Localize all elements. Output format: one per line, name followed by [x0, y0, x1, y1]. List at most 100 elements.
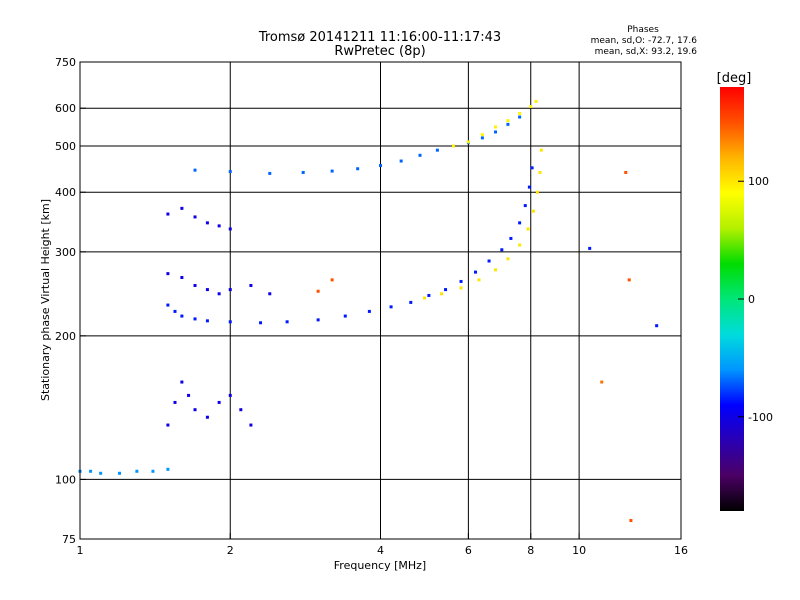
data-point: [494, 125, 498, 129]
data-point: [193, 283, 197, 287]
data-point: [440, 292, 444, 296]
y-axis-label: Stationary phase Virtual Height [km]: [39, 199, 52, 401]
data-point: [135, 469, 139, 473]
colorbar-tick-label: 0: [748, 293, 755, 306]
data-point: [205, 319, 209, 323]
data-point: [531, 209, 535, 213]
data-point: [427, 293, 431, 297]
x-gridlines: [229, 62, 580, 539]
data-point: [268, 292, 272, 296]
data-point: [239, 408, 243, 412]
data-point: [180, 276, 184, 280]
colorbar-tick-label: 100: [748, 175, 769, 188]
y-axis-ticks: 75 100 200 300 400 500 600 750: [55, 56, 86, 546]
data-point: [451, 144, 455, 148]
data-point: [330, 169, 334, 173]
outlier-point: [655, 324, 659, 328]
data-point: [480, 133, 484, 137]
data-point: [205, 415, 209, 419]
data-points: [78, 99, 659, 523]
data-point: [217, 224, 221, 228]
outlier-point: [588, 246, 592, 250]
x-tick-label: 2: [227, 544, 234, 557]
data-point: [529, 105, 533, 109]
stats-heading: Phases: [627, 25, 659, 35]
data-point: [180, 314, 184, 318]
data-point: [249, 283, 253, 287]
data-point: [500, 248, 504, 252]
data-point: [435, 148, 439, 152]
data-point: [494, 268, 498, 272]
data-point: [535, 190, 539, 194]
data-point: [259, 321, 263, 325]
y-tick-label: 300: [55, 246, 76, 259]
data-point: [193, 215, 197, 219]
data-point: [418, 153, 422, 157]
x-tick-label: 16: [674, 544, 688, 557]
data-point: [166, 212, 170, 216]
x-axis-label: Frequency [MHz]: [334, 559, 426, 572]
outlier-point: [316, 289, 320, 293]
data-point: [228, 393, 232, 397]
stats-line-o: mean, sd,O: -72.7, 17.6: [591, 36, 698, 46]
data-point: [518, 221, 522, 225]
y-tick-label: 600: [55, 102, 76, 115]
data-point: [506, 257, 510, 261]
outlier-point: [629, 519, 633, 523]
data-point: [205, 221, 209, 225]
y-gridlines: [80, 107, 681, 480]
data-point: [301, 170, 305, 174]
data-point: [99, 471, 103, 475]
data-point: [459, 286, 463, 290]
colorbar-tick-label: -100: [748, 411, 773, 424]
data-point: [249, 423, 253, 427]
data-point: [518, 243, 522, 247]
data-point: [506, 122, 510, 126]
data-point: [459, 279, 463, 283]
data-point: [228, 170, 232, 174]
chart-subtitle: RwPretec (8p): [334, 44, 425, 59]
data-point: [518, 111, 522, 115]
data-point: [180, 206, 184, 210]
data-point: [494, 130, 498, 134]
data-point: [166, 467, 170, 471]
data-point: [523, 204, 527, 208]
data-point: [379, 164, 382, 168]
data-point: [228, 288, 232, 292]
data-point: [518, 115, 522, 119]
data-point: [509, 236, 513, 240]
y-tick-label: 750: [55, 56, 76, 69]
data-point: [173, 309, 177, 313]
data-point: [506, 119, 510, 123]
data-point: [228, 227, 232, 231]
data-point: [530, 166, 534, 170]
data-point: [444, 288, 448, 292]
data-point: [399, 159, 403, 163]
data-point: [409, 300, 413, 304]
data-point: [193, 168, 197, 172]
x-tick-label: 6: [465, 544, 472, 557]
x-tick-label: 10: [572, 544, 586, 557]
data-point: [268, 171, 272, 175]
data-point: [526, 227, 530, 231]
x-tick-label: 8: [527, 544, 534, 557]
data-point: [193, 408, 197, 412]
colorbar-ticks: 100 0 -100: [738, 175, 773, 424]
data-point: [118, 471, 122, 475]
data-point: [173, 400, 177, 404]
data-point: [166, 303, 170, 307]
outlier-point: [624, 170, 628, 174]
data-point: [316, 318, 320, 322]
data-point: [538, 170, 542, 174]
data-point: [473, 270, 477, 274]
data-point: [217, 292, 221, 296]
data-point: [166, 423, 170, 427]
outlier-point: [600, 380, 604, 384]
stats-line-x: mean, sd,X: 93.2, 19.6: [595, 47, 698, 57]
outlier-point: [627, 278, 631, 282]
data-point: [89, 469, 93, 473]
data-point: [466, 140, 470, 144]
data-point: [539, 148, 543, 152]
data-point: [285, 320, 289, 324]
